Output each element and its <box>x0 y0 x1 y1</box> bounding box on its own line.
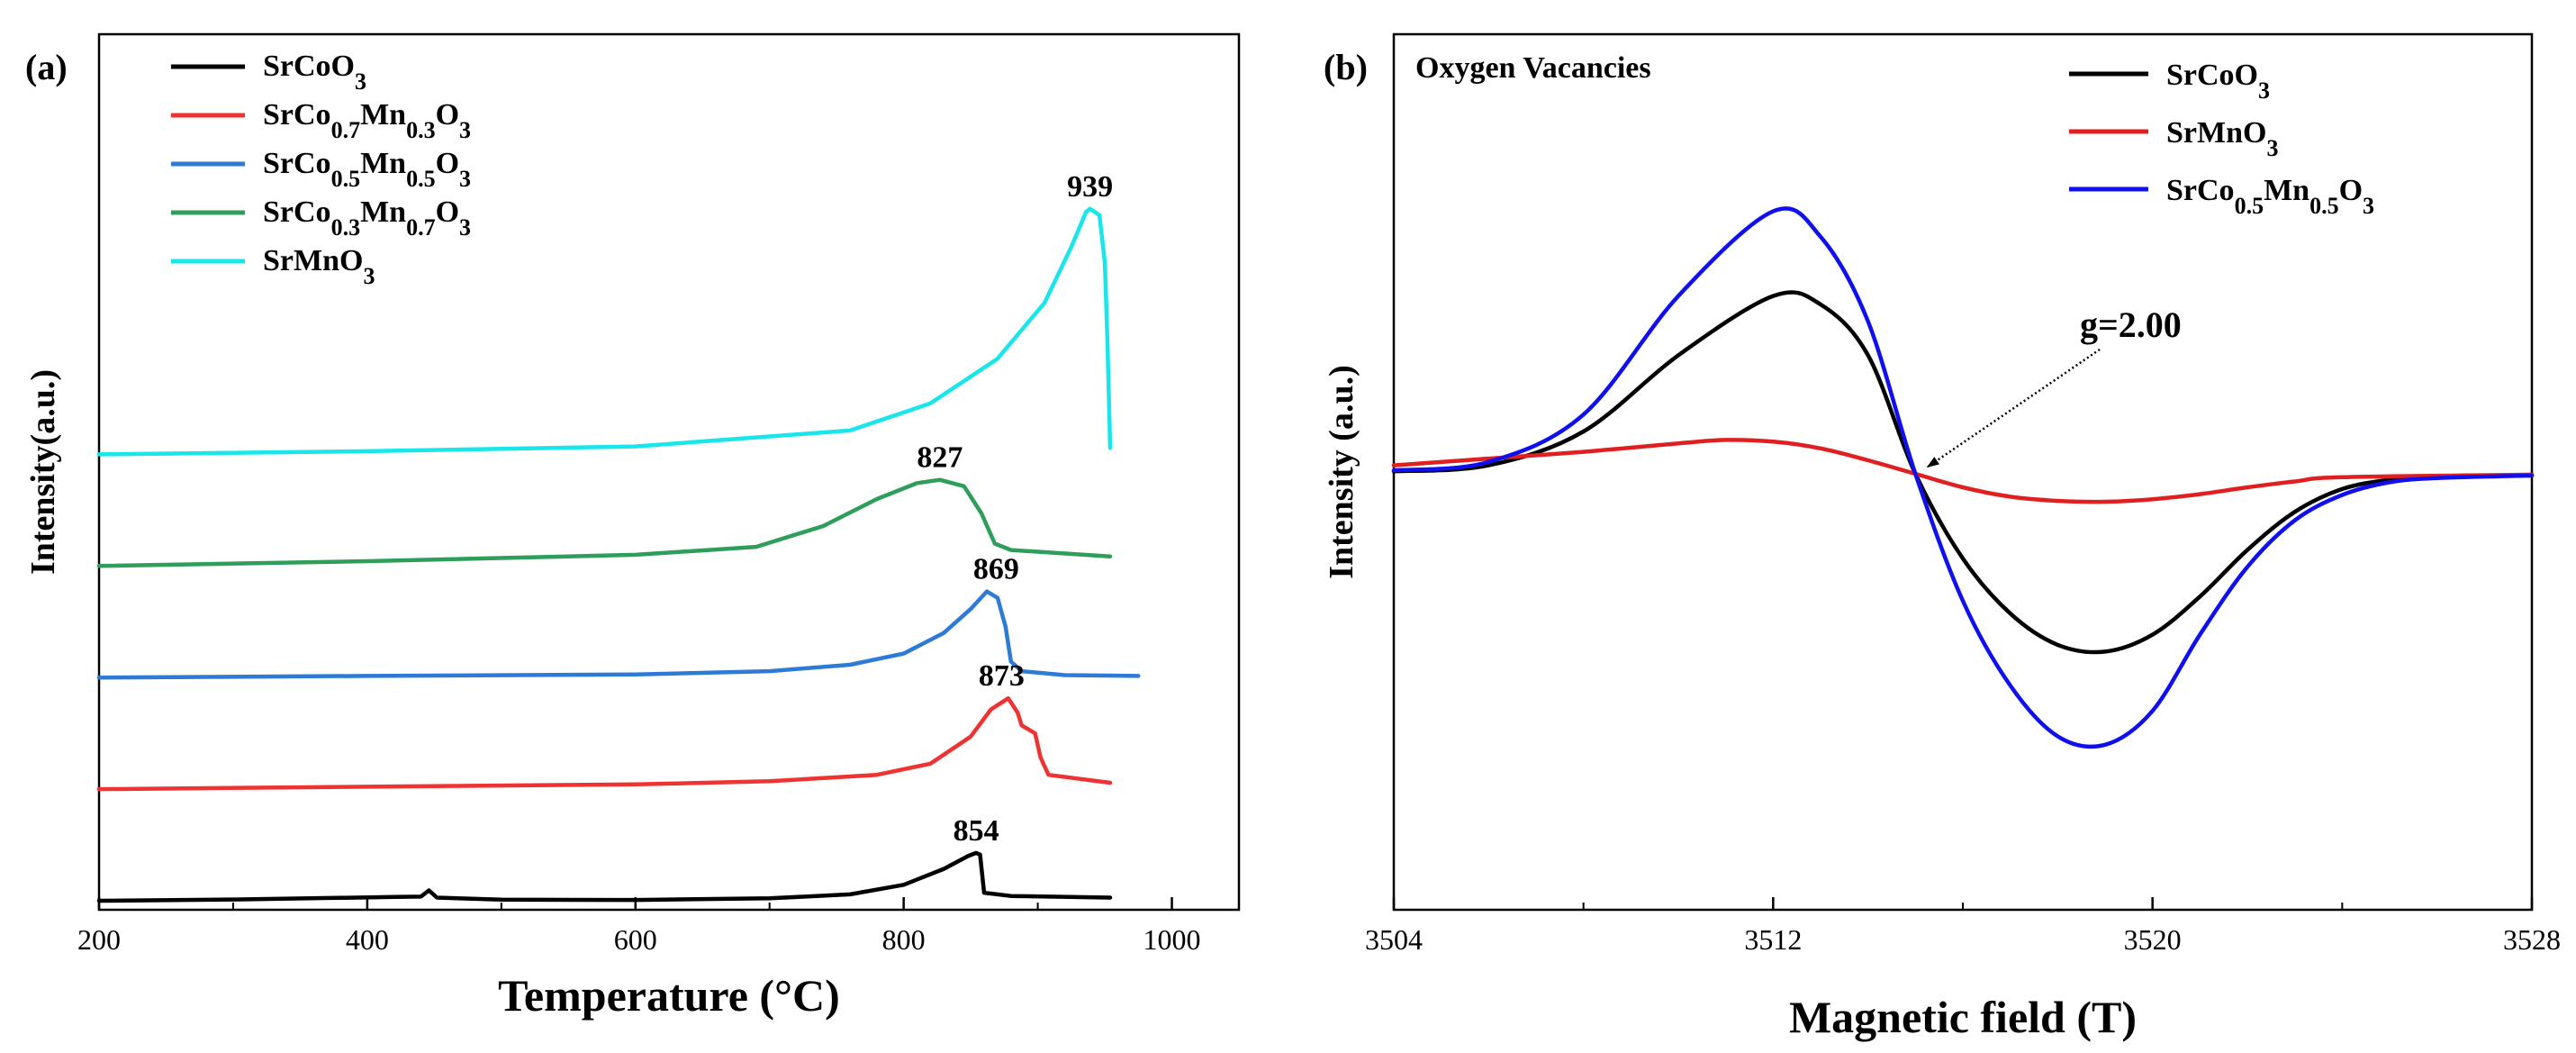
panel-b-title: Oxygen Vacancies <box>1415 51 1651 85</box>
panel-b-x-axis-title: Magnetic field (T) <box>1789 992 2137 1042</box>
tick-label-400: 400 <box>346 923 389 956</box>
panel-b-plot-frame <box>1392 32 2534 912</box>
legend-label-srcoo3: SrCoO3 <box>2166 59 2270 104</box>
panel-b-x-ticks: 3504 3512 3520 3528 <box>1365 897 2561 956</box>
panel-a-label: (a) <box>25 47 68 87</box>
g-factor-label: g=2.00 <box>2080 304 2182 345</box>
tick-label-3512: 3512 <box>1744 923 1802 956</box>
curve-srco0-5mn0-5o3 <box>1391 206 2535 749</box>
peak-label-srco0-7mn0-3o3: 873 <box>979 659 1025 693</box>
panel-b: (b) Oxygen Vacancies 3504 3512 3520 3528 Sr… <box>1323 32 2561 1042</box>
peak-label-srmno3: 939 <box>1067 170 1113 204</box>
curve-srmno3 <box>96 206 1113 457</box>
curve-srco0-7mn0-3o3 <box>96 695 1113 792</box>
panel-b-curves <box>1391 206 2535 749</box>
legend-label-srco0-5mn0-5o3: SrCo0.5Mn0.5O3 <box>2166 174 2374 219</box>
legend-label-srco0-5mn0-5o3: SrCo0.5Mn0.5O3 <box>263 147 471 192</box>
tick-label-3504: 3504 <box>1365 923 1423 956</box>
g-factor-arrow <box>1926 348 2101 468</box>
tick-label-3520: 3520 <box>2124 923 2182 956</box>
tick-label-800: 800 <box>882 923 926 956</box>
legend-label-srco0-3mn0-7o3: SrCo0.3Mn0.7O3 <box>263 195 471 241</box>
panel-a: (a) 854 873 869 827 939 200 400 600 800 1000 SrC… <box>24 32 1241 1021</box>
panel-b-label: (b) <box>1324 47 1368 87</box>
legend-label-srcoo3: SrCoO3 <box>263 50 366 95</box>
curve-srco0-3mn0-7o3 <box>96 477 1113 568</box>
peak-label-srco0-3mn0-7o3: 827 <box>917 441 963 475</box>
legend-label-srmno3: SrMnO3 <box>263 244 375 289</box>
legend-label-srco0-7mn0-3o3: SrCo0.7Mn0.3O3 <box>263 98 471 143</box>
curve-srcoo3 <box>96 850 1113 903</box>
panel-a-plot-frame <box>97 32 1241 912</box>
legend-label-srmno3: SrMnO3 <box>2166 116 2278 161</box>
panel-a-y-axis-title: Intensity(a.u.) <box>24 369 62 575</box>
panel-a-curves <box>96 206 1141 903</box>
panel-a-legend: SrCoO3SrCo0.7Mn0.3O3SrCo0.5Mn0.5O3SrCo0.… <box>171 50 471 289</box>
panel-a-x-axis-title: Temperature (°C) <box>498 970 840 1021</box>
peak-label-srco0-5mn0-5o3: 869 <box>973 553 1019 586</box>
tick-label-200: 200 <box>77 923 121 956</box>
g-factor-annotation: g=2.00 <box>1926 304 2182 468</box>
curve-srcoo3 <box>1391 290 2535 655</box>
panel-b-y-axis-title: Intensity (a.u.) <box>1323 365 1360 579</box>
panel-a-x-ticks: 200 400 600 800 1000 <box>77 897 1201 956</box>
curve-srco0-5mn0-5o3 <box>96 589 1141 680</box>
peak-label-srcoo3: 854 <box>954 814 999 848</box>
tick-label-1000: 1000 <box>1143 923 1201 956</box>
tick-label-600: 600 <box>614 923 657 956</box>
panel-b-legend: SrCoO3 SrMnO3 SrCo0.5Mn0.5O3 <box>2069 59 2374 219</box>
tick-label-3528: 3528 <box>2503 923 2561 956</box>
panel-a-peak-labels: 854 873 869 827 939 <box>917 170 1113 848</box>
curve-srmno3 <box>1391 438 2535 504</box>
